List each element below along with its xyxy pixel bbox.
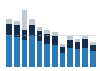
- Bar: [29, 36, 35, 67]
- Bar: [6, 19, 12, 24]
- Bar: [67, 48, 73, 67]
- Bar: [60, 47, 65, 53]
- Bar: [75, 42, 80, 49]
- Bar: [75, 49, 80, 67]
- Bar: [14, 25, 20, 37]
- Bar: [90, 45, 96, 51]
- Bar: [44, 44, 50, 67]
- Bar: [67, 36, 73, 40]
- Bar: [82, 36, 88, 39]
- Bar: [67, 40, 73, 48]
- Bar: [22, 40, 27, 67]
- Bar: [6, 24, 12, 35]
- Bar: [14, 37, 20, 67]
- Bar: [29, 25, 35, 36]
- Bar: [52, 36, 57, 45]
- Bar: [37, 41, 42, 67]
- Bar: [6, 35, 12, 67]
- Bar: [37, 31, 42, 41]
- Bar: [60, 53, 65, 67]
- Bar: [90, 51, 96, 67]
- Bar: [37, 27, 42, 31]
- Bar: [75, 39, 80, 42]
- Bar: [52, 32, 57, 36]
- Bar: [22, 10, 27, 30]
- Bar: [60, 44, 65, 47]
- Bar: [22, 30, 27, 40]
- Bar: [44, 34, 50, 44]
- Bar: [29, 19, 35, 25]
- Bar: [52, 45, 57, 67]
- Bar: [44, 30, 50, 34]
- Bar: [14, 21, 20, 25]
- Bar: [82, 48, 88, 67]
- Bar: [82, 39, 88, 48]
- Bar: [90, 42, 96, 45]
